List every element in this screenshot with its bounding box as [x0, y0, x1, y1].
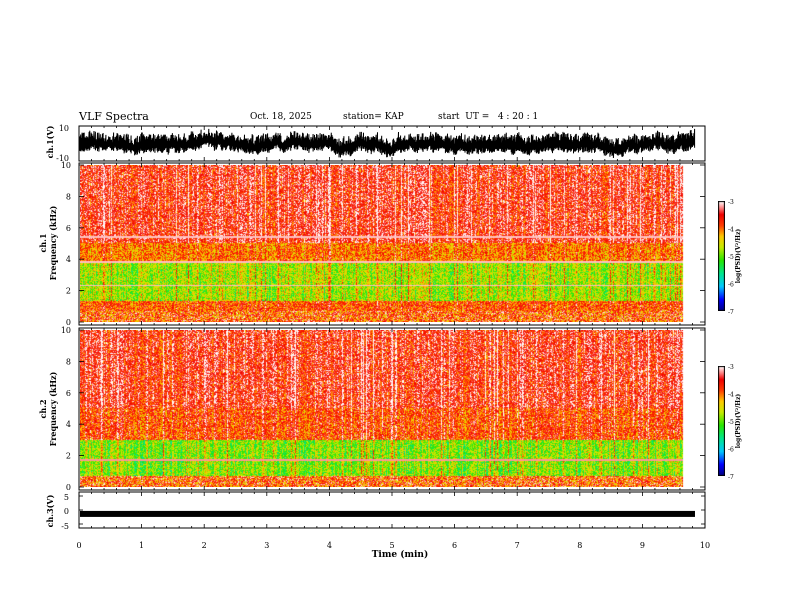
- x-axis-label: Time (min): [372, 549, 429, 560]
- ch1-waveform-line: [79, 128, 696, 159]
- colorbar-tick-label: -3: [728, 364, 734, 371]
- x-tick-label: 10: [700, 541, 710, 550]
- ch3-ytick-bottom: -5: [61, 522, 69, 531]
- freq-tick-label: 10: [61, 326, 71, 335]
- x-tick-label: 0: [76, 541, 81, 550]
- ch3-waveform-band: [80, 510, 695, 517]
- ch2-colorbar: [718, 366, 725, 476]
- x-tick-label: 6: [452, 541, 457, 550]
- x-tick-label: 4: [327, 541, 332, 550]
- ch1-colorbar-label: log(PSD)(V²/Hz): [735, 229, 742, 284]
- freq-tick-label: 10: [61, 161, 71, 170]
- freq-tick-label: 0: [66, 318, 71, 327]
- x-tick-label: 1: [139, 541, 144, 550]
- colorbar-tick-label: -3: [728, 199, 734, 206]
- freq-tick-label: 8: [66, 357, 71, 366]
- ch3-wave-ylabel: ch.3(V): [45, 494, 55, 527]
- colorbar-tick-label: -6: [728, 282, 734, 289]
- freq-tick-label: 4: [66, 420, 71, 429]
- ch2-spec-ylabel: Frequency (kHz): [48, 371, 58, 446]
- x-tick-label: 5: [389, 541, 394, 550]
- ch1-spec-ylabel: Frequency (kHz): [48, 205, 58, 280]
- chart-title: VLF Spectra: [79, 110, 149, 123]
- ch1-spec-ylabel-top: ch.1: [38, 233, 48, 252]
- start-time-label: start UT = 4 : 20 : 1: [438, 112, 539, 122]
- panel-frame-s1: [78, 162, 706, 326]
- ch2-spectrogram-image: [80, 330, 692, 487]
- station-label: station= KAP: [343, 112, 404, 122]
- ch1-wave-ylabel: ch.1(V): [45, 125, 55, 158]
- freq-tick-label: 2: [66, 287, 71, 296]
- colorbar-tick-label: -7: [728, 474, 734, 481]
- freq-tick-label: 4: [66, 255, 71, 264]
- x-tick-label: 2: [202, 541, 207, 550]
- ch2-colorbar-label: log(PSD)(V²/Hz): [735, 394, 742, 449]
- panel-frame-s2: [78, 327, 706, 491]
- ch1-spectrogram-image: [80, 165, 692, 322]
- freq-tick-label: 8: [66, 192, 71, 201]
- colorbar-tick-label: -7: [728, 309, 734, 316]
- ch1-ytick-bottom: -10: [56, 154, 69, 163]
- ch3-ytick-top: 5: [64, 493, 69, 502]
- freq-tick-label: 0: [66, 483, 71, 492]
- x-tick-label: 3: [264, 541, 269, 550]
- x-tick-label: 7: [515, 541, 520, 550]
- ch1-colorbar: [718, 201, 725, 311]
- panel-frame-w3: [78, 491, 706, 529]
- freq-tick-label: 6: [66, 389, 71, 398]
- ch2-spec-ylabel-top: ch.2: [38, 399, 48, 418]
- x-tick-label: 9: [640, 541, 645, 550]
- colorbar-tick-label: -6: [728, 447, 734, 454]
- colorbar-tick-label: -4: [728, 227, 734, 234]
- colorbar-tick-label: -5: [728, 254, 734, 261]
- ch3-ytick-mid: 0: [64, 507, 69, 516]
- colorbar-tick-label: -4: [728, 392, 734, 399]
- freq-tick-label: 6: [66, 224, 71, 233]
- freq-tick-label: 2: [66, 452, 71, 461]
- colorbar-tick-label: -5: [728, 419, 734, 426]
- ch1-ytick-top: 10: [59, 124, 69, 133]
- x-tick-label: 8: [577, 541, 582, 550]
- date-label: Oct. 18, 2025: [250, 112, 312, 122]
